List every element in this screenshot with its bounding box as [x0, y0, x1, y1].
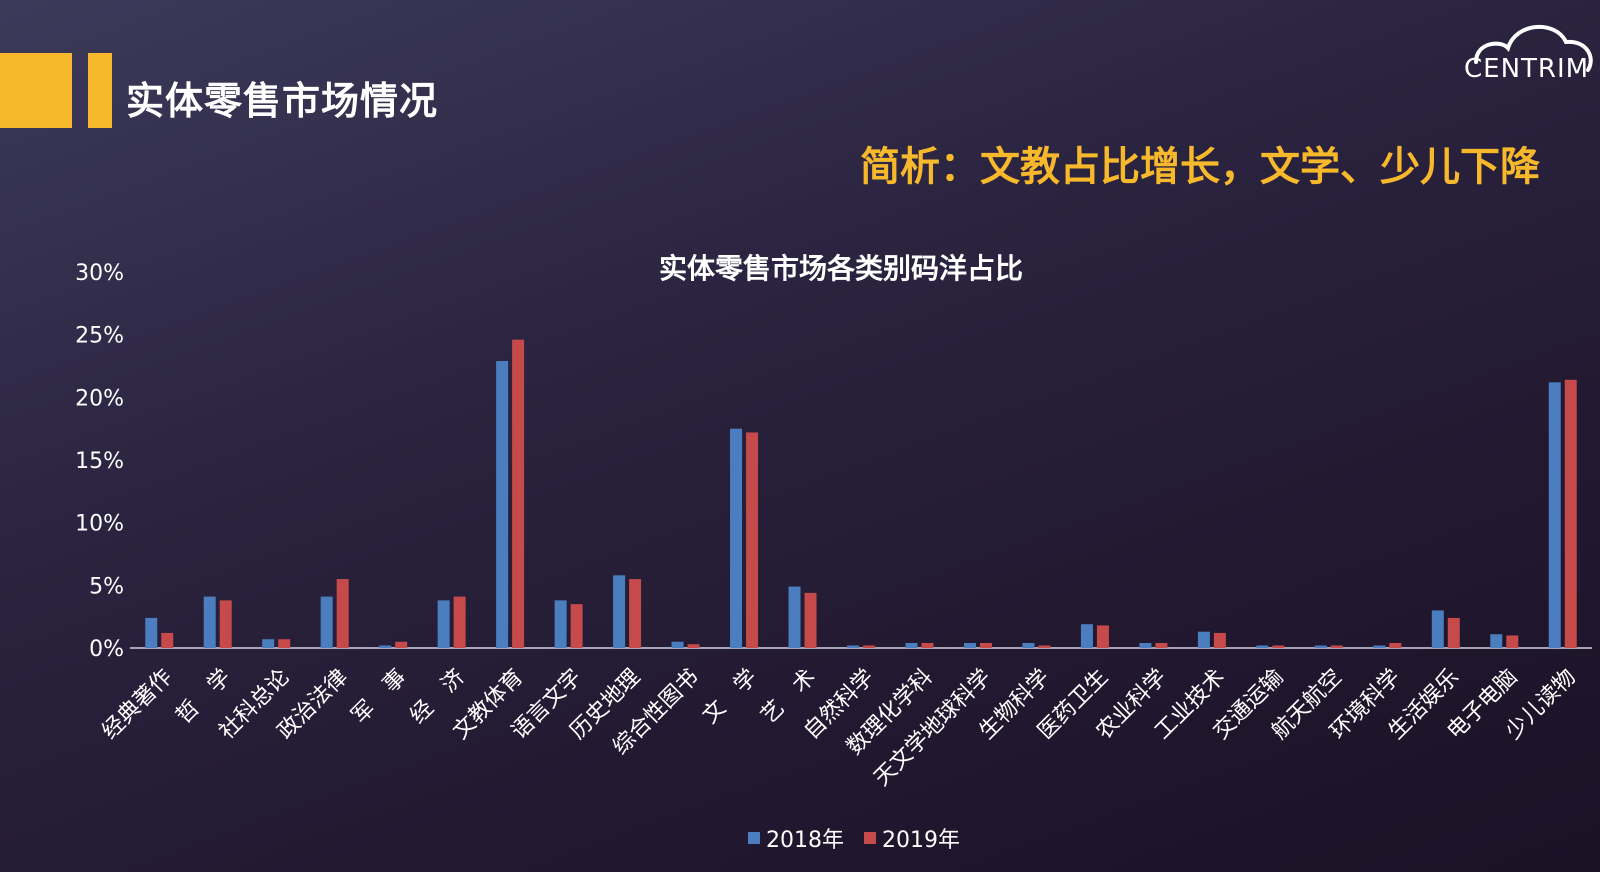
legend-label-2018: 2018年	[766, 828, 844, 853]
y-tick-label: 10%	[75, 512, 124, 537]
accent-bar	[88, 53, 112, 128]
bar-2018	[671, 641, 684, 648]
bar-2019	[1155, 642, 1168, 648]
bar-2018	[905, 642, 918, 648]
bar-2018	[1022, 642, 1035, 648]
bar-2018	[437, 600, 450, 648]
bar-2019	[453, 596, 466, 648]
page-title: 实体零售市场情况	[126, 81, 439, 123]
bar-2018	[320, 596, 333, 648]
cloud-logo-icon	[1474, 25, 1593, 72]
bar-2019	[1038, 645, 1051, 648]
y-tick-label: 25%	[75, 324, 124, 349]
bar-2018	[1431, 610, 1444, 648]
bar-2019	[921, 642, 934, 648]
legend-item-2019: 2019年	[864, 822, 960, 854]
x-tick-label: 经典著作	[98, 665, 178, 745]
bar-2018	[379, 645, 392, 648]
bar-2018	[1256, 645, 1269, 648]
legend: 2018年 2019年	[748, 822, 960, 854]
bar-2019	[746, 432, 759, 648]
bars	[145, 339, 1577, 648]
bar-2018	[1139, 642, 1152, 648]
legend-label-2019: 2019年	[882, 828, 960, 853]
bar-2018	[1080, 624, 1093, 648]
chart-subtitle: 简析：文教占比增长，文学、少儿下降	[860, 144, 1540, 190]
bar-2019	[804, 592, 817, 648]
bar-2018	[730, 428, 743, 648]
bar-2018	[1197, 631, 1210, 648]
bar-2019	[1330, 645, 1343, 648]
bar-2019	[629, 579, 642, 648]
y-tick-label: 20%	[75, 386, 124, 411]
bar-2019	[1389, 642, 1402, 648]
bar-2018	[613, 575, 626, 648]
chart-title: 实体零售市场各类别码洋占比	[658, 252, 1023, 285]
bar-2019	[512, 339, 525, 648]
bar-2018	[1314, 645, 1327, 648]
bar-2019	[1272, 645, 1285, 648]
bar-2018	[262, 639, 275, 648]
legend-swatch-2018	[748, 832, 760, 844]
bar-2019	[219, 600, 232, 648]
bar-2019	[278, 639, 291, 648]
bar-2019	[336, 579, 349, 648]
bar-2019	[395, 641, 408, 648]
bar-2019	[1447, 617, 1460, 648]
bar-2019	[863, 645, 875, 648]
bar-2018	[1373, 645, 1386, 648]
y-tick-label: 5%	[89, 574, 124, 599]
bar-2018	[1490, 634, 1503, 648]
bar-2018	[788, 586, 801, 648]
bar-2019	[570, 604, 583, 648]
bar-2018	[963, 642, 976, 648]
bar-2018	[554, 600, 567, 648]
legend-swatch-2019	[864, 832, 876, 844]
bar-2019	[687, 644, 700, 648]
bar-2019	[1096, 625, 1109, 648]
y-axis: 0% 5% 10% 15% 20% 25% 30%	[75, 261, 1592, 662]
bar-2018	[1548, 382, 1561, 648]
bar-2019	[979, 642, 992, 648]
legend-item-2018: 2018年	[748, 822, 844, 854]
bar-2019	[1213, 632, 1226, 648]
bar-2019	[1506, 635, 1519, 648]
bar-2018	[145, 617, 158, 648]
bar-2019	[1564, 379, 1577, 648]
x-tick-label: 文 学	[698, 665, 762, 729]
bar-2018	[496, 360, 509, 648]
y-tick-label: 30%	[75, 261, 124, 286]
bar-2019	[161, 632, 174, 648]
logo-text: CENTRIM	[1464, 54, 1590, 84]
y-tick-label: 0%	[89, 637, 124, 662]
bar-2018	[847, 645, 859, 648]
y-tick-label: 15%	[75, 449, 124, 474]
x-tick-label: 军 事	[347, 665, 411, 729]
accent-block	[0, 53, 72, 128]
bar-2018	[203, 596, 216, 648]
